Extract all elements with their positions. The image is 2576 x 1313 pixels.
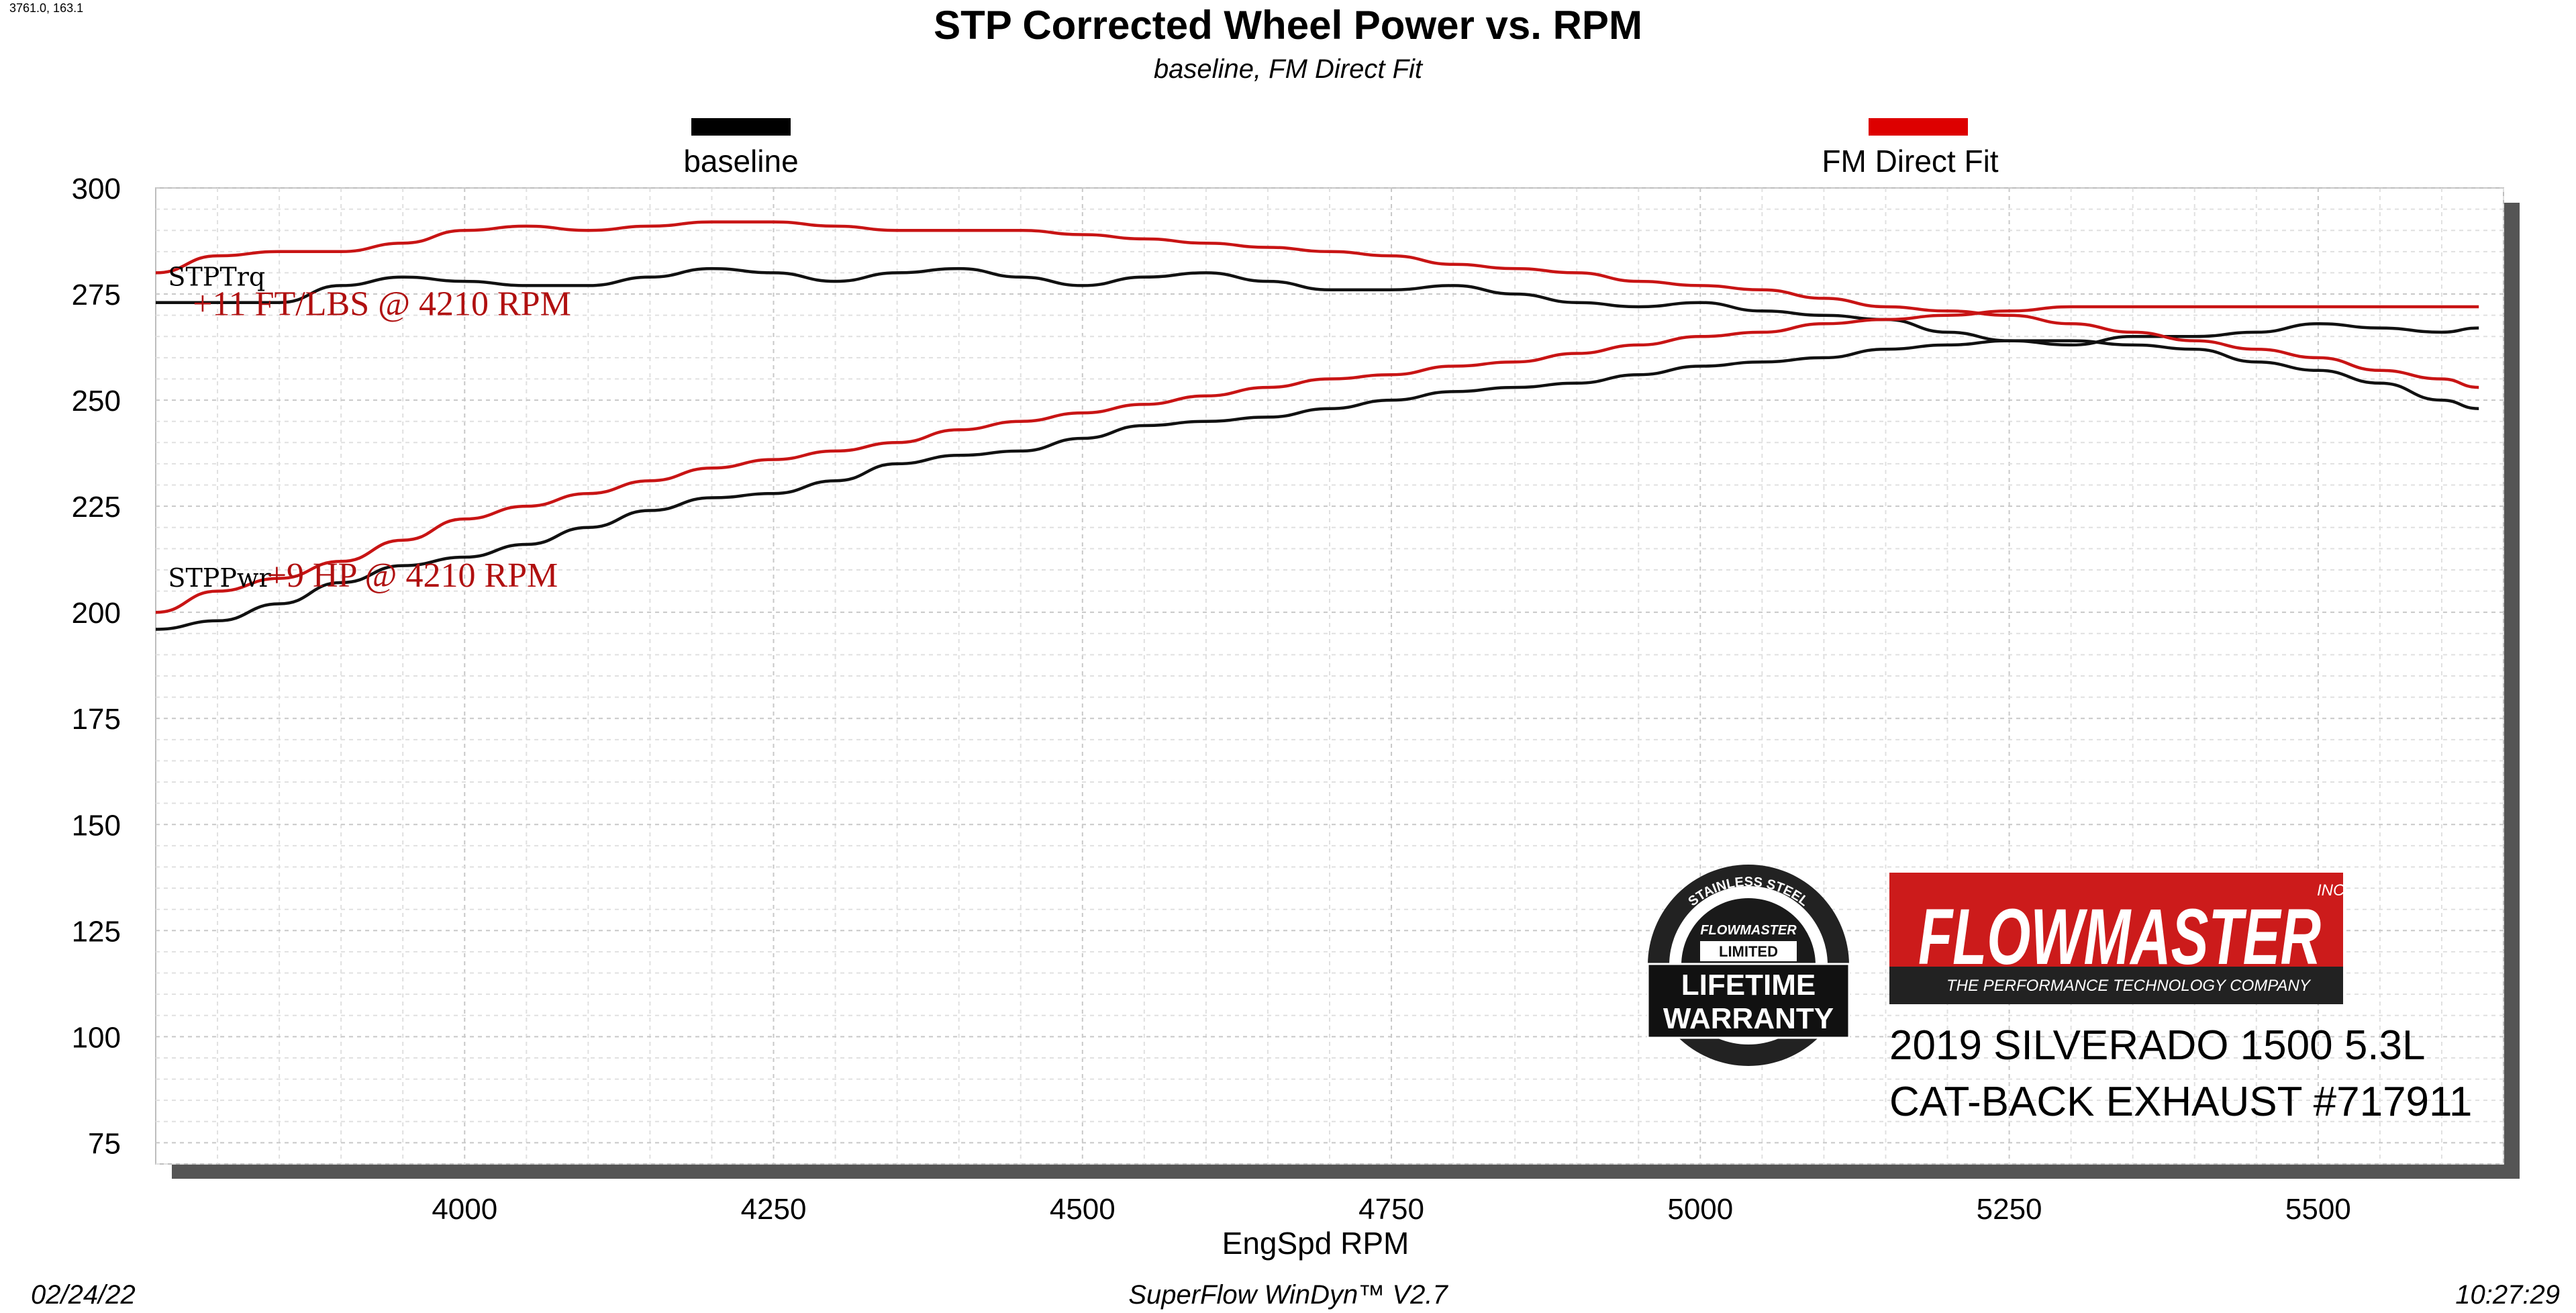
y-tick-label: 150 xyxy=(72,809,121,842)
legend: baseline FM Direct Fit xyxy=(683,118,1999,179)
y-axis-ticks: 300 275 250 225 200 175 150 125 100 75 xyxy=(72,173,121,1160)
vehicle-line1: 2019 SILVERADO 1500 5.3L xyxy=(1889,1022,2426,1069)
y-tick-label: 125 xyxy=(72,915,121,948)
y-tick-label: 200 xyxy=(72,597,121,630)
legend-swatch-fm-direct-fit xyxy=(1869,118,1968,136)
x-tick-label: 4500 xyxy=(1050,1193,1116,1226)
series-line-1 xyxy=(155,220,2479,389)
y-tick-label: 175 xyxy=(72,703,121,736)
badge-line2: WARRANTY xyxy=(1663,1002,1834,1035)
footer-time: 10:27:29 xyxy=(2455,1280,2560,1310)
y-tick-label: 275 xyxy=(72,279,121,311)
logo-wordmark: FLOWMASTER xyxy=(1918,893,2321,981)
logo-tagline: THE PERFORMANCE TECHNOLOGY COMPANY xyxy=(1946,977,2312,995)
cursor-readout: 3761.0, 163.1 xyxy=(9,1,83,15)
chart-subtitle: baseline, FM Direct Fit xyxy=(1154,54,1424,84)
warranty-badge: STAINLESS STEEL FLOWMASTER LIMITED LIFET… xyxy=(1646,865,1850,1066)
series-line-2 xyxy=(155,339,2479,631)
series-line-3 xyxy=(155,305,2479,614)
annotations: +11 FT/LBS @ 4210 RPM +9 HP @ 4210 RPM xyxy=(193,285,571,595)
badge-line1: LIFETIME xyxy=(1681,969,1816,1002)
series-lines xyxy=(155,220,2479,631)
chart-title: STP Corrected Wheel Power vs. RPM xyxy=(934,3,1642,48)
x-tick-label: 4000 xyxy=(432,1193,497,1226)
series-labels: STPTrq STPPwr xyxy=(168,262,271,593)
badge-banner xyxy=(1646,963,1850,1039)
legend-label-fm-direct-fit: FM Direct Fit xyxy=(1822,144,1998,179)
badge-limited: LIMITED xyxy=(1719,943,1778,960)
x-tick-label: 4750 xyxy=(1358,1193,1424,1226)
x-axis-ticks: 4000 4250 4500 4750 5000 5250 5500 xyxy=(432,1193,2350,1226)
x-axis-label: EngSpd RPM xyxy=(1222,1226,1409,1261)
y-tick-label: 100 xyxy=(72,1021,121,1054)
legend-label-baseline: baseline xyxy=(683,144,798,179)
footer-date: 02/24/22 xyxy=(31,1280,136,1310)
gain-annotation: +9 HP @ 4210 RPM xyxy=(267,556,558,595)
y-tick-label: 75 xyxy=(88,1127,121,1160)
badge-brand: FLOWMASTER xyxy=(1700,923,1797,938)
footer-software: SuperFlow WinDyn™ V2.7 xyxy=(1128,1280,1448,1310)
vehicle-line2: CAT-BACK EXHAUST #717911 xyxy=(1889,1079,2472,1125)
x-tick-label: 4250 xyxy=(741,1193,807,1226)
x-tick-label: 5000 xyxy=(1667,1193,1733,1226)
series-label: STPTrq xyxy=(168,262,265,291)
x-tick-label: 5250 xyxy=(1977,1193,2042,1226)
gain-annotation: +11 FT/LBS @ 4210 RPM xyxy=(193,285,571,324)
y-tick-label: 225 xyxy=(72,491,121,524)
legend-swatch-baseline xyxy=(691,118,791,136)
y-tick-label: 300 xyxy=(72,173,121,205)
logo-inc: INC. xyxy=(2317,881,2349,899)
series-label: STPPwr xyxy=(168,563,271,593)
logo-tagline-band xyxy=(1889,967,2343,1004)
x-tick-label: 5500 xyxy=(2285,1193,2351,1226)
y-tick-label: 250 xyxy=(72,385,121,418)
badge-limited-band xyxy=(1700,941,1797,961)
flowmaster-logo: FLOWMASTER INC. THE PERFORMANCE TECHNOLO… xyxy=(1889,873,2349,1004)
